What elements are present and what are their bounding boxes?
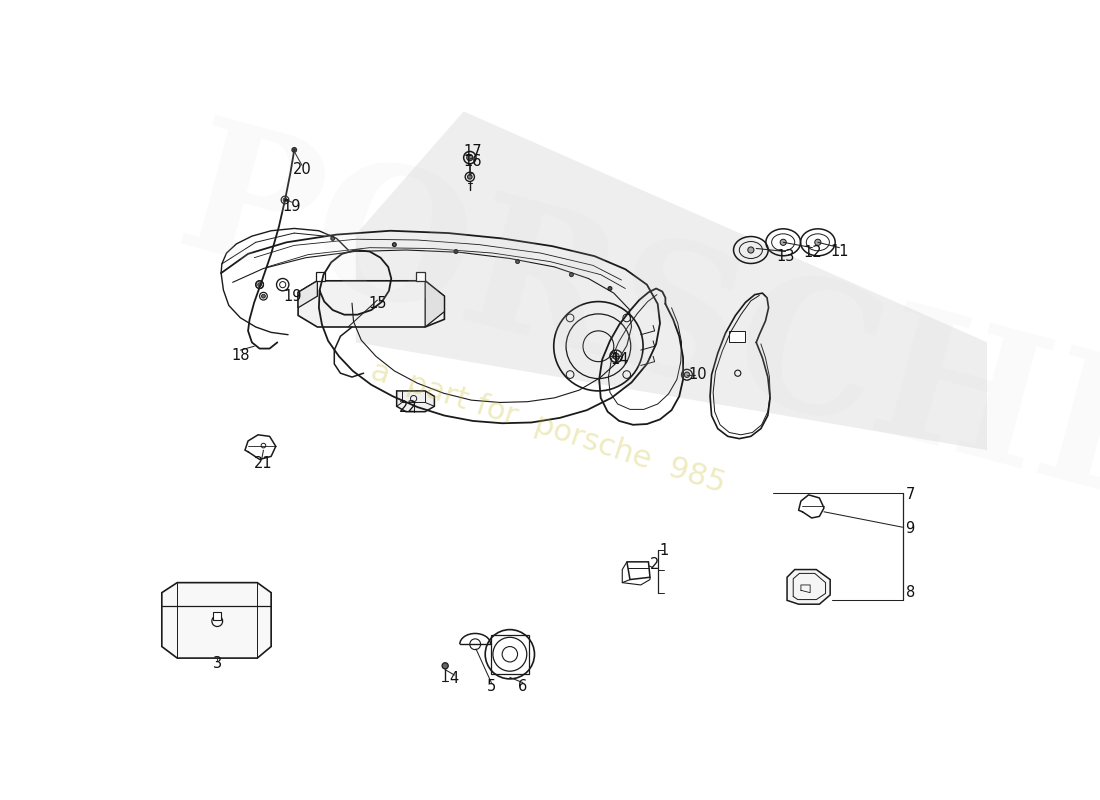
- Text: 15: 15: [368, 296, 387, 311]
- Polygon shape: [729, 331, 745, 342]
- Circle shape: [466, 154, 473, 161]
- Text: 9: 9: [905, 522, 915, 536]
- Text: a  part for  porsche  985: a part for porsche 985: [367, 356, 729, 498]
- Circle shape: [608, 286, 612, 290]
- Circle shape: [262, 294, 265, 298]
- Text: 20: 20: [293, 162, 311, 177]
- Circle shape: [257, 282, 262, 286]
- Circle shape: [815, 239, 821, 246]
- Polygon shape: [627, 562, 650, 579]
- Circle shape: [684, 372, 690, 378]
- Text: 21: 21: [254, 456, 273, 470]
- Circle shape: [780, 239, 786, 246]
- Polygon shape: [788, 570, 831, 604]
- Text: 5: 5: [486, 679, 496, 694]
- Polygon shape: [416, 271, 425, 281]
- Text: 1: 1: [659, 542, 669, 558]
- Text: 22: 22: [399, 400, 418, 415]
- Text: 16: 16: [463, 154, 482, 169]
- Text: 12: 12: [803, 245, 822, 260]
- Circle shape: [454, 250, 458, 254]
- Text: 4: 4: [450, 670, 459, 686]
- Circle shape: [748, 247, 754, 253]
- Polygon shape: [316, 271, 326, 281]
- Text: 19: 19: [284, 289, 302, 304]
- Text: 2: 2: [650, 557, 659, 572]
- Circle shape: [283, 198, 287, 202]
- Circle shape: [292, 147, 297, 152]
- Text: 7: 7: [905, 487, 915, 502]
- Text: 8: 8: [905, 585, 915, 600]
- Circle shape: [516, 260, 519, 263]
- Circle shape: [442, 662, 449, 669]
- Text: 11: 11: [830, 244, 849, 259]
- Text: 3: 3: [212, 656, 222, 671]
- Polygon shape: [397, 391, 434, 412]
- Circle shape: [613, 353, 619, 359]
- Text: 10: 10: [689, 367, 707, 382]
- Polygon shape: [356, 111, 988, 450]
- Polygon shape: [298, 281, 444, 327]
- Text: 14: 14: [609, 352, 628, 367]
- Text: 19: 19: [283, 198, 301, 214]
- Circle shape: [468, 174, 472, 179]
- Circle shape: [393, 242, 396, 246]
- Text: 17: 17: [463, 144, 482, 159]
- Polygon shape: [425, 281, 444, 327]
- Polygon shape: [162, 582, 271, 658]
- Text: 18: 18: [231, 348, 250, 363]
- Text: 13: 13: [777, 249, 794, 264]
- Text: PORSCHE: PORSCHE: [162, 110, 1100, 545]
- Circle shape: [570, 273, 573, 277]
- Circle shape: [331, 237, 334, 240]
- Text: 6: 6: [518, 679, 528, 694]
- Polygon shape: [213, 612, 221, 619]
- Polygon shape: [298, 281, 318, 308]
